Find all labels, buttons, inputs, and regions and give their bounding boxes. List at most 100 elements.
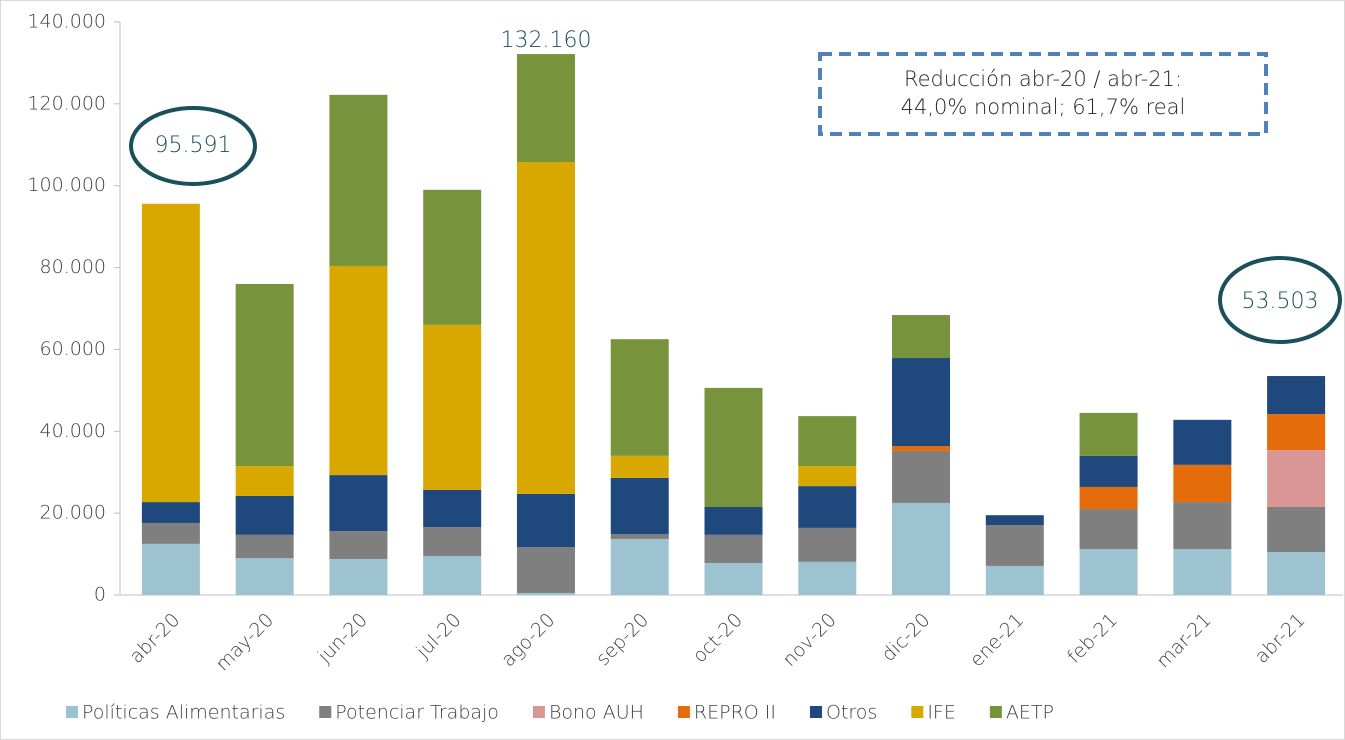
y-tick-label: 60.000 (40, 338, 106, 360)
legend-label: Otros (826, 702, 877, 724)
bar-segment (141, 522, 200, 544)
y-tick-label: 120.000 (27, 92, 106, 114)
x-tick-label: dic-20 (877, 609, 934, 666)
x-tick-label: feb-21 (1063, 609, 1122, 668)
legend-swatch (809, 706, 822, 718)
bar-segment (610, 339, 669, 456)
legend-swatch (911, 706, 924, 718)
bar-segment (423, 489, 482, 528)
bar-segment (892, 450, 951, 503)
legend-swatch (989, 706, 1002, 718)
bar-segment (1079, 455, 1138, 487)
bar-segment (1267, 552, 1326, 595)
highlight-circle (129, 106, 257, 186)
bar-segment (516, 54, 575, 162)
bar-segment (610, 534, 669, 539)
bar-segment (141, 203, 200, 503)
bar-segment (235, 495, 294, 535)
bar-segment (329, 531, 388, 559)
bar-segment (1267, 450, 1326, 508)
bar-segment (610, 455, 669, 478)
bar-segment (1173, 502, 1232, 550)
bar-segment (1173, 549, 1232, 595)
legend-swatch (319, 706, 332, 718)
bar-segment (329, 558, 388, 595)
bar-segment (423, 189, 482, 325)
y-tick-label: 80.000 (40, 256, 106, 278)
x-tick-label: sep-20 (592, 609, 653, 670)
bar-segment (798, 466, 857, 487)
bar-segment (798, 416, 857, 467)
bar-segment (235, 534, 294, 559)
bar-segment (1267, 376, 1326, 415)
bar-segment (235, 466, 294, 496)
bar-segment (235, 558, 294, 595)
note-text: Reducción abr-20 / abr-21: (904, 67, 1182, 91)
x-tick-label: mar-21 (1152, 609, 1215, 672)
bar-segment (516, 493, 575, 548)
bar-segment (798, 486, 857, 528)
bar-segment (1173, 464, 1232, 503)
bar-segment (985, 525, 1044, 566)
bar-segment (610, 477, 669, 535)
x-tick-label: jul-20 (411, 609, 465, 663)
x-tick-label: ago-20 (497, 609, 559, 671)
y-tick-label: 100.000 (27, 174, 106, 196)
annotation: 132.160 (501, 28, 592, 53)
y-tick-label: 20.000 (40, 502, 106, 524)
x-tick-label: abr-20 (125, 609, 184, 668)
bar-segment (892, 315, 951, 359)
bar-segment (235, 283, 294, 467)
y-tick-label: 40.000 (40, 420, 106, 442)
bar-segment (423, 324, 482, 490)
legend-label: REPRO II (694, 702, 776, 724)
bar-segment (1079, 509, 1138, 550)
bar-segment (704, 507, 763, 535)
bar-segment (1267, 507, 1326, 553)
legend-label: Potenciar Trabajo (335, 702, 499, 724)
x-tick-label: nov-20 (779, 609, 841, 671)
bar-segment (329, 94, 388, 266)
bar-segment (1079, 549, 1138, 595)
bar-segment (892, 358, 951, 447)
x-tick-label: ene-21 (966, 609, 1029, 672)
legend-label: IFE (927, 702, 956, 724)
legend-swatch (677, 706, 690, 718)
bar-segment (985, 515, 1044, 526)
bar-segment (1079, 412, 1138, 456)
bar-segment (1173, 419, 1232, 465)
legend-swatch (532, 706, 545, 718)
x-tick-label: may-20 (212, 609, 279, 676)
bar-segment (610, 538, 669, 595)
bar-segment (704, 534, 763, 564)
bar-segment (516, 161, 575, 494)
y-tick-label: 140.000 (27, 11, 106, 33)
bar-segment (141, 543, 200, 595)
x-tick-label: abr-21 (1251, 609, 1310, 668)
y-tick-label: 0 (94, 584, 106, 606)
legend-swatch (66, 706, 78, 718)
bar-segment (892, 446, 951, 451)
bar-segment (516, 592, 575, 595)
bar-segment (1079, 486, 1138, 510)
bar-segment (141, 502, 200, 523)
note-text: 44,0% nominal; 61,7% real (901, 95, 1186, 119)
bar-segment (329, 475, 388, 532)
bar-segment (798, 561, 857, 595)
legend-label: Bono AUH (549, 702, 644, 724)
annotation: 95.591 (155, 133, 232, 158)
legend-label: Políticas Alimentarias (82, 702, 285, 724)
bar-segment (892, 502, 951, 595)
note-box (818, 52, 1268, 136)
annotation: 53.503 (1242, 289, 1319, 314)
legend-label: AETP (1006, 702, 1054, 724)
bar-segment (329, 265, 388, 476)
bar-segment (798, 527, 857, 562)
x-tick-label: oct-20 (689, 609, 747, 667)
bar-segment (704, 563, 763, 595)
bar-segment (704, 387, 763, 508)
bar-segment (423, 527, 482, 557)
bar-segment (985, 565, 1044, 595)
x-tick-label: jun-20 (313, 609, 372, 668)
